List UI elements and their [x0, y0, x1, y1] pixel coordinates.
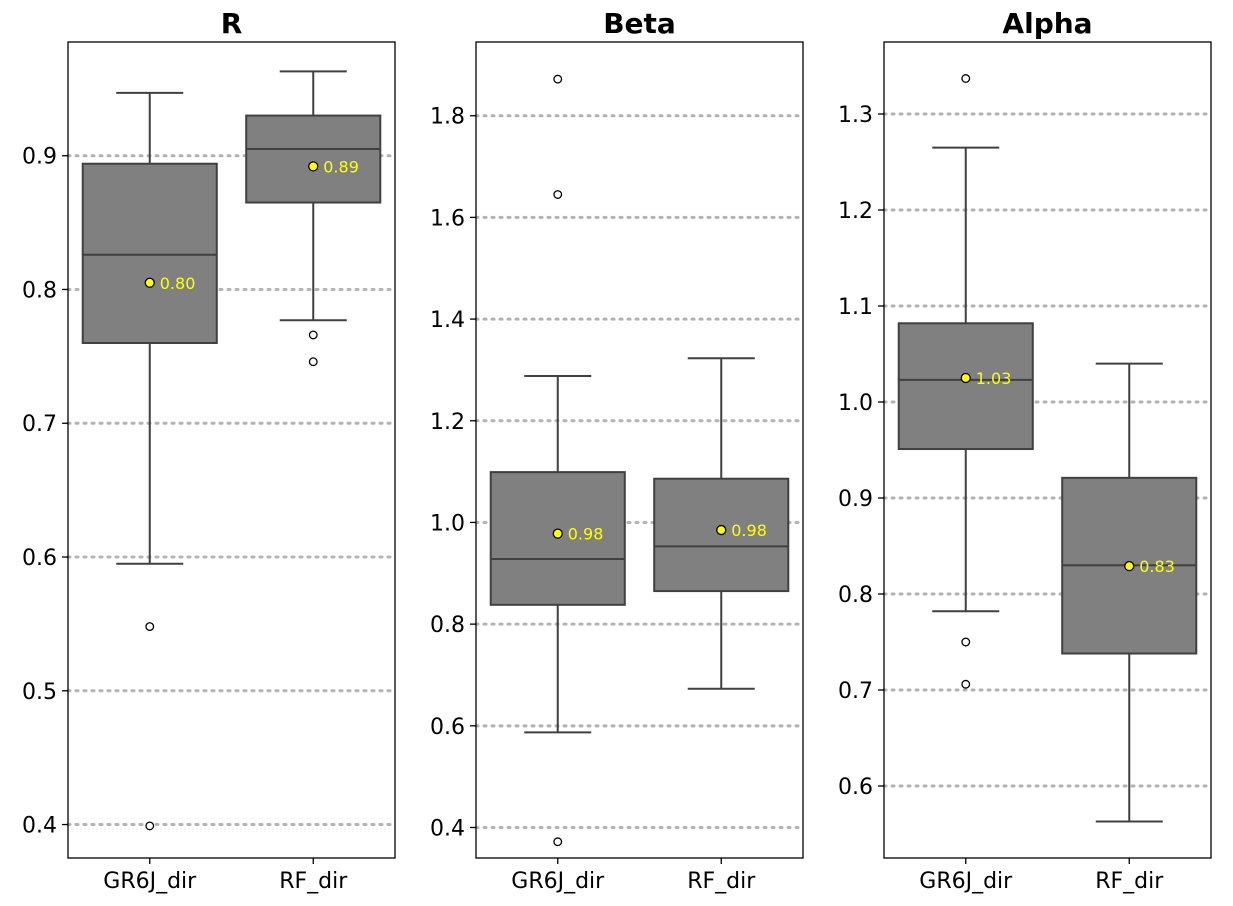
mean-marker: [716, 524, 727, 536]
y-tick-label: 1.3: [838, 103, 873, 128]
plot-frame: [475, 41, 804, 859]
y-tick-label: 1.2: [838, 199, 873, 224]
y-tick-label: 0.9: [22, 145, 57, 170]
iqr-box: [897, 322, 1034, 451]
mean-marker: [144, 277, 155, 288]
outlier-point: [308, 357, 318, 367]
x-tick-label: GR6J_dir: [919, 869, 1013, 894]
mean-label: 0.83: [1139, 557, 1175, 576]
y-tick-label: 0.7: [838, 679, 873, 704]
y-tick-label: 1.0: [430, 511, 465, 536]
outlier-point: [961, 637, 971, 647]
y-tick-label: 1.0: [838, 391, 873, 416]
box-gr6j-dir: 0.98: [489, 74, 626, 847]
box-gr6j-dir: 1.03: [897, 74, 1034, 689]
outlier-point: [961, 74, 971, 83]
y-tick-label: 1.6: [430, 206, 465, 231]
panel-r: 0.80 0.89 0.4 0.5 0.6 0.7 0.8 0.9 GR6J_dir RF_dir…: [22, 7, 397, 894]
y-tick-label: 0.8: [838, 583, 873, 608]
panel-alpha: 1.03 0.83 0.6 0.7 0.8 0.9 1.0 1.1 1.2 1.3 GR6J_dir…: [838, 7, 1213, 894]
plot-frame: [883, 41, 1212, 859]
outlier-point: [553, 74, 563, 84]
mean-label: 0.98: [731, 521, 767, 540]
y-tick-label: 1.2: [430, 410, 465, 435]
box-rf-dir: 0.83: [1061, 362, 1198, 823]
mean-label: 1.03: [976, 369, 1012, 388]
y-tick-label: 1.8: [430, 105, 465, 130]
y-tick-label: 1.4: [430, 308, 465, 333]
x-tick-label: GR6J_dir: [103, 869, 197, 894]
y-tick-label: 0.6: [838, 775, 873, 800]
panel-title: Alpha: [1002, 7, 1092, 40]
outlier-point: [145, 622, 155, 632]
outlier-point: [308, 330, 318, 340]
x-tick-label: GR6J_dir: [511, 869, 605, 894]
outlier-point: [553, 837, 563, 847]
y-tick-label: 0.4: [22, 814, 57, 839]
x-tick-label: RF_dir: [1095, 869, 1164, 894]
panel-beta: 0.98 0.98 0.4 0.6 0.8 1.0 1.2 1.4 1.6 1.8 GR6J_dir…: [430, 7, 805, 894]
plot-frame: [67, 41, 396, 859]
y-tick-label: 0.7: [22, 412, 57, 437]
mean-label: 0.80: [160, 274, 196, 293]
mean-marker: [960, 372, 971, 384]
panel-title: R: [221, 7, 243, 40]
y-tick-label: 0.5: [22, 680, 57, 705]
y-tick-label: 1.1: [838, 295, 873, 320]
box-rf-dir: 0.89: [245, 70, 382, 367]
x-tick-label: RF_dir: [687, 869, 756, 894]
y-tick-label: 0.8: [22, 278, 57, 303]
y-tick-label: 0.8: [430, 613, 465, 638]
panel-title: Beta: [603, 7, 676, 40]
outlier-point: [553, 190, 563, 199]
iqr-box: [245, 114, 382, 204]
mean-label: 0.98: [568, 525, 604, 544]
mean-marker: [552, 528, 563, 539]
y-tick-label: 0.6: [430, 715, 465, 740]
box-rf-dir: 0.98: [653, 357, 790, 690]
y-tick-label: 0.6: [22, 546, 57, 571]
outlier-point: [145, 821, 155, 831]
mean-label: 0.89: [323, 157, 359, 176]
box-gr6j-dir: 0.80: [81, 91, 218, 831]
iqr-box: [81, 162, 218, 344]
y-tick-label: 0.4: [430, 816, 465, 841]
y-tick-label: 0.9: [838, 487, 873, 512]
mean-marker: [1124, 561, 1135, 572]
outlier-point: [961, 679, 971, 689]
x-tick-label: RF_dir: [279, 869, 348, 894]
mean-marker: [308, 161, 319, 172]
